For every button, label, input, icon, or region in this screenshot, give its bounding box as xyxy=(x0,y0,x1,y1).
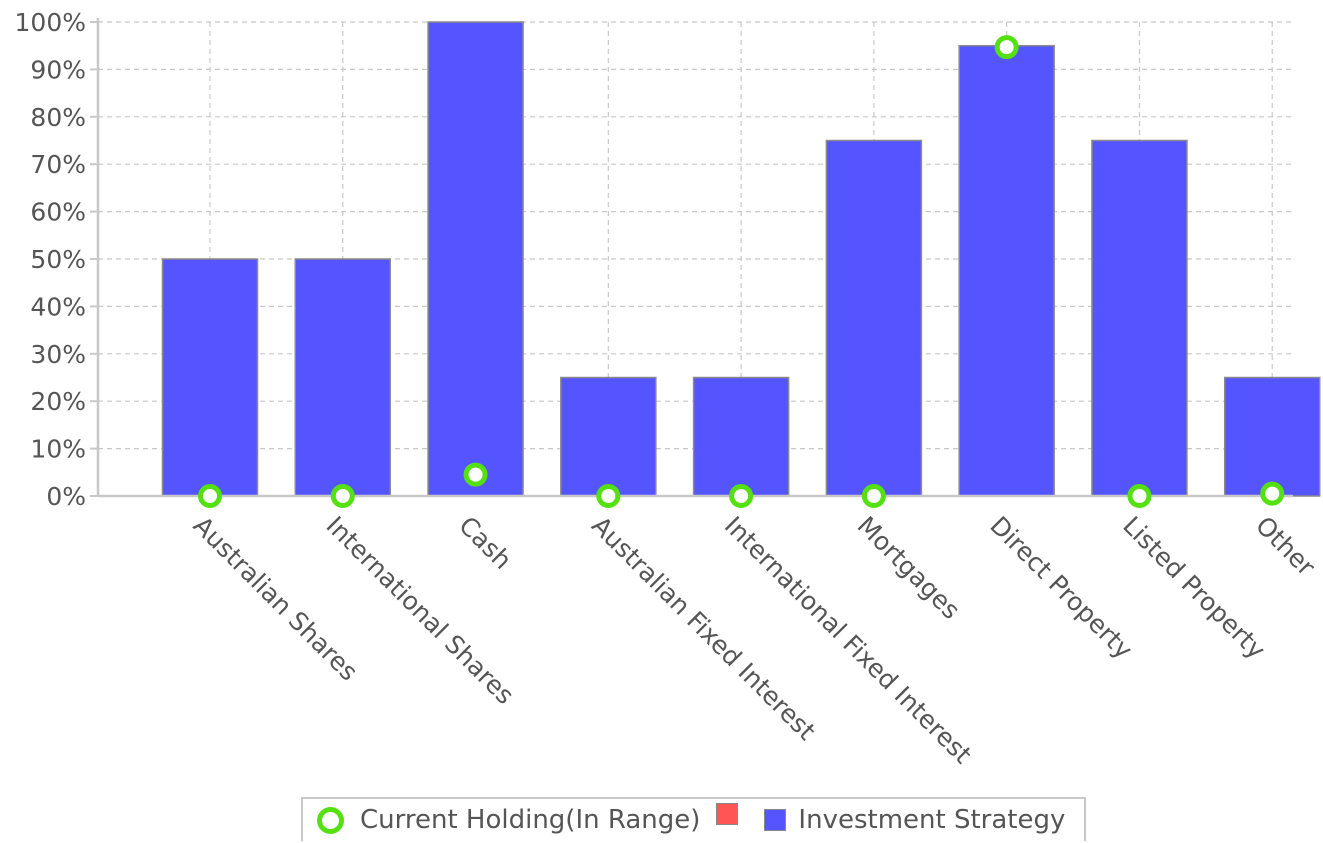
bar xyxy=(161,258,259,497)
x-tick-label: Australian Fixed Interest xyxy=(586,511,821,746)
x-tick-label: Other xyxy=(1250,511,1321,582)
x-tick-label: Cash xyxy=(453,511,517,575)
y-tick-label: 20% xyxy=(30,387,86,416)
holding-marker xyxy=(596,484,621,508)
y-tick-label: 0% xyxy=(46,482,86,511)
axes xyxy=(90,18,1293,498)
x-tick-label: Mortgages xyxy=(852,511,966,625)
y-tick-label: 30% xyxy=(30,340,86,369)
bar xyxy=(294,258,392,497)
holding-marker xyxy=(198,484,222,508)
y-tick-labels: 0% 10% 20% 30% 40% 50% 60% 70% 80% 90% 100% xyxy=(15,8,86,511)
bar xyxy=(427,21,524,497)
holding-marker xyxy=(1127,484,1152,508)
bar xyxy=(692,376,790,497)
y-tick-label: 100% xyxy=(15,8,86,37)
legend: Current Holding(In Range) Investment Str… xyxy=(301,797,1086,841)
holding-markers xyxy=(198,35,1285,508)
y-tick-label: 40% xyxy=(30,292,86,321)
bar xyxy=(958,44,1055,497)
bar xyxy=(560,376,657,497)
holding-marker xyxy=(729,484,754,508)
bar xyxy=(825,139,923,497)
bars xyxy=(161,21,1321,497)
bar xyxy=(1223,376,1321,497)
holding-marker xyxy=(994,35,1019,60)
holding-marker xyxy=(861,484,886,508)
bar xyxy=(1091,139,1188,497)
x-tick-label: Listed Property xyxy=(1117,511,1271,665)
legend-strategy-swatch xyxy=(764,809,787,831)
bar-chart: 0% 10% 20% 30% 40% 50% 60% 70% 80% 90% 100% Austra… xyxy=(15,8,1322,770)
y-tick-label: 50% xyxy=(30,245,86,274)
y-tick-label: 70% xyxy=(30,150,86,179)
holding-marker xyxy=(330,484,355,508)
holding-marker xyxy=(1260,481,1285,506)
legend-strategy-label: Investment Strategy xyxy=(798,805,1066,835)
y-tick-label: 60% xyxy=(30,198,86,227)
y-tick-label: 90% xyxy=(30,55,86,84)
legend-out-of-range-swatch xyxy=(716,803,739,825)
y-tick-label: 80% xyxy=(30,103,86,132)
x-tick-label: Direct Property xyxy=(984,511,1138,665)
x-tick-label: International Fixed Interest xyxy=(719,511,978,770)
legend-holding-marker xyxy=(317,806,344,834)
holding-marker xyxy=(463,462,488,487)
legend-holding-label: Current Holding(In Range) xyxy=(360,805,701,835)
y-tick-label: 10% xyxy=(30,435,86,464)
